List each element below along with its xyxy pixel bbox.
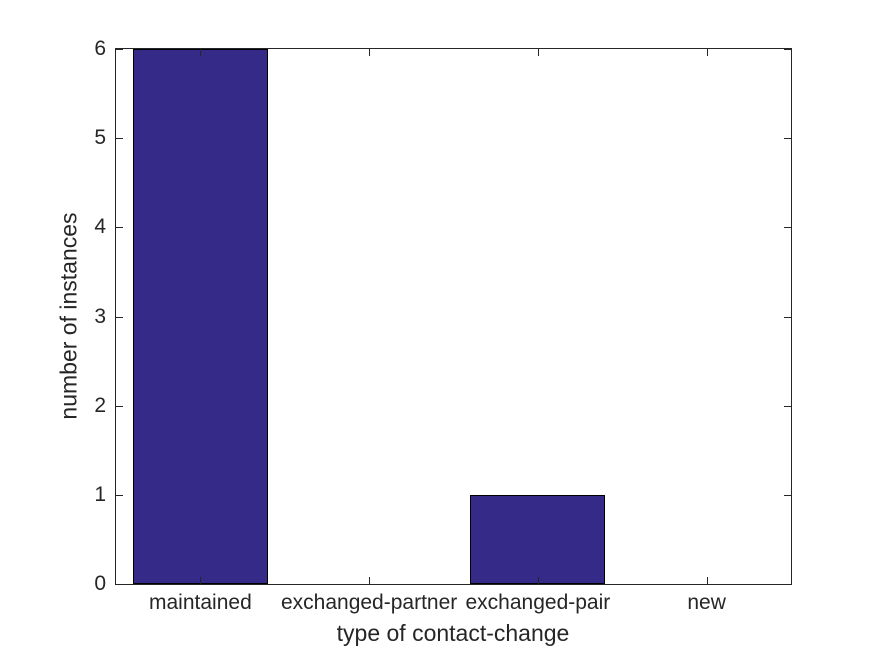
y-tick-label: 6 <box>94 37 106 60</box>
x-tick-label: exchanged-pair <box>465 591 611 614</box>
x-tick-label: new <box>687 591 726 614</box>
plot-area <box>115 48 792 585</box>
x-tick-label: exchanged-partner <box>280 591 458 614</box>
y-tick-label: 0 <box>94 572 106 595</box>
y-axis-label: number of instances <box>55 212 82 420</box>
x-axis-label: type of contact-change <box>336 620 570 646</box>
y-tick-label: 5 <box>94 126 106 150</box>
y-tick-label: 1 <box>94 482 106 506</box>
x-tick-label: maintained <box>149 591 252 614</box>
